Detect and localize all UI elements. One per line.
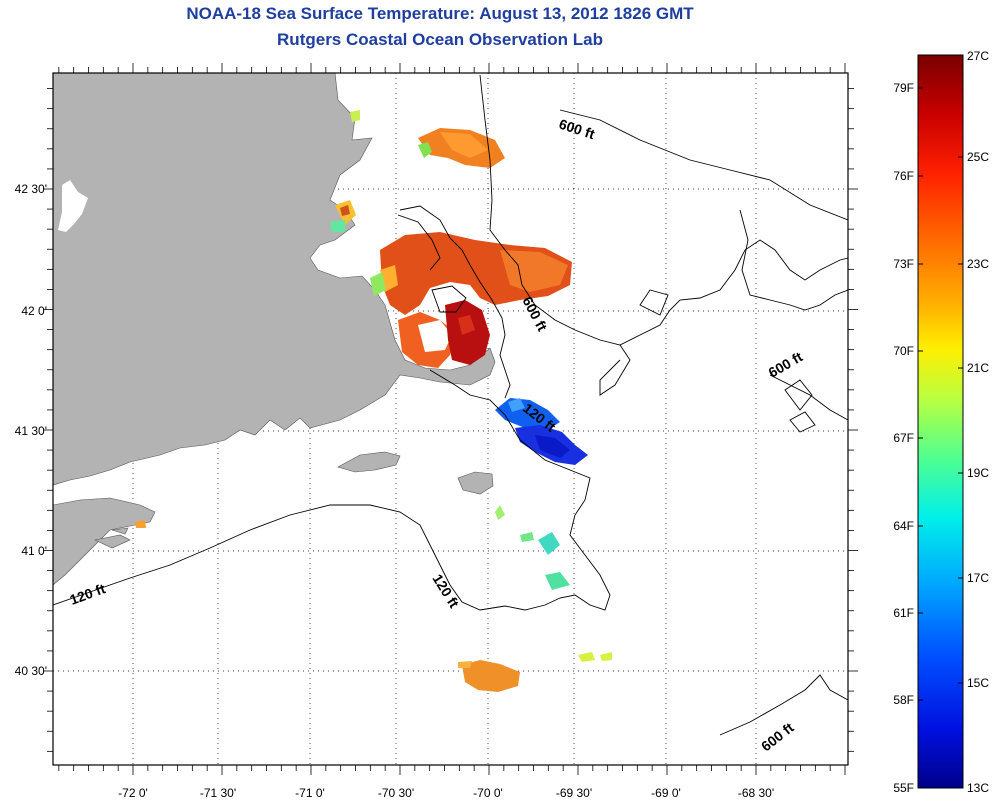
lat-label: 40 30' — [15, 664, 47, 678]
sst-patch — [330, 220, 345, 232]
sst-patch — [500, 250, 568, 292]
lat-label: 41 30' — [15, 424, 47, 438]
colorbar-label-f: 67F — [893, 431, 914, 445]
colorbar-label-c: 19C — [967, 466, 989, 480]
latitude-labels: 42 30' 42 0' 41 30' 41 0' 40 30' — [15, 182, 47, 678]
colorbar-ticks — [918, 87, 963, 701]
marthas-vineyard — [337, 451, 401, 473]
contour-east-loop — [784, 379, 813, 411]
map-subtitle: Rutgers Coastal Ocean Observation Lab — [277, 30, 603, 49]
nantucket — [457, 471, 494, 495]
contour-120ft-south — [53, 504, 506, 611]
sst-patch — [520, 532, 534, 542]
sst-patch — [440, 132, 488, 158]
contour-120ft-bay — [397, 214, 441, 271]
colorbar-label-c: 17C — [967, 571, 989, 585]
map-frame — [52, 72, 849, 766]
colorbar-label-c: 13C — [967, 781, 989, 795]
lat-label: 42 0' — [21, 304, 47, 318]
south-coast-land — [53, 497, 156, 586]
sst-patch — [418, 142, 432, 158]
lon-label: -68 30' — [738, 786, 774, 800]
colorbar-label-f: 64F — [893, 519, 914, 533]
colorbar-fahrenheit-labels: 79F 76F 73F 70F 67F 64F 61F 58F 55F — [893, 81, 914, 795]
lon-label: -70 30' — [378, 786, 414, 800]
lon-label: -71 0' — [295, 786, 325, 800]
colorbar-label-c: 27C — [967, 49, 989, 63]
colorbar-label-f: 70F — [893, 344, 914, 358]
colorbar-scale — [917, 54, 964, 789]
contour-east-loop2 — [789, 411, 816, 433]
island-south2 — [111, 527, 129, 535]
lat-label: 42 30' — [15, 182, 47, 196]
sst-patch — [578, 652, 595, 662]
colorbar-label-f: 55F — [893, 781, 914, 795]
lon-label: -69 0' — [651, 786, 681, 800]
colorbar: 79F 76F 73F 70F 67F 64F 61F 58F 55F 27C … — [893, 49, 989, 795]
colorbar-label-f: 61F — [893, 606, 914, 620]
longitude-labels: -72 0' -71 30' -71 0' -70 30' -70 0' -69… — [118, 786, 774, 800]
contour-600ft-top — [559, 109, 848, 221]
colorbar-celsius-labels: 27C 25C 23C 21C 19C 17C 15C 13C — [967, 49, 989, 795]
lon-label: -70 0' — [473, 786, 503, 800]
lon-label: -71 30' — [200, 786, 236, 800]
colorbar-label-c: 21C — [967, 361, 989, 375]
sst-patch — [350, 110, 360, 122]
colorbar-label-c: 15C — [967, 676, 989, 690]
colorbar-label-f: 76F — [893, 169, 914, 183]
sst-patch — [462, 660, 520, 692]
island-south — [94, 534, 131, 549]
mainland — [53, 73, 496, 486]
contour-coast-shelf — [429, 369, 611, 611]
colorbar-label-c: 23C — [967, 257, 989, 271]
colorbar-label-c: 25C — [967, 150, 989, 164]
sst-data — [135, 110, 612, 692]
sst-patch — [418, 320, 452, 352]
sst-patch — [458, 661, 472, 668]
sst-patch — [538, 532, 560, 555]
lat-label: 41 0' — [21, 544, 47, 558]
contour-120ft-north — [399, 205, 511, 399]
sst-patch — [535, 435, 570, 458]
sst-patch — [508, 398, 525, 412]
contour-east-600 — [739, 209, 848, 311]
land — [53, 73, 496, 586]
contour-southeast — [769, 374, 848, 421]
sst-patch — [135, 520, 146, 528]
sst-patch — [495, 505, 505, 520]
lon-label: -72 0' — [118, 786, 148, 800]
map-title: NOAA-18 Sea Surface Temperature: August … — [186, 4, 694, 23]
lon-label: -69 30' — [556, 786, 592, 800]
colorbar-label-f: 73F — [893, 257, 914, 271]
sst-patch — [340, 205, 350, 216]
contour-shelf-edge — [599, 344, 631, 396]
sst-patch — [370, 272, 386, 296]
contour-cape-loop — [431, 285, 467, 313]
colorbar-label-f: 58F — [893, 693, 914, 707]
contours — [53, 74, 848, 736]
contour-600ft-north — [479, 74, 848, 346]
contour-small-loop — [639, 289, 669, 316]
tick-marks — [43, 63, 858, 775]
lakes — [58, 180, 330, 270]
sst-patch — [458, 315, 475, 335]
sst-patch — [600, 652, 612, 661]
sst-patch — [545, 572, 570, 590]
colorbar-label-f: 79F — [893, 81, 914, 95]
contour-se-lower — [719, 674, 848, 736]
